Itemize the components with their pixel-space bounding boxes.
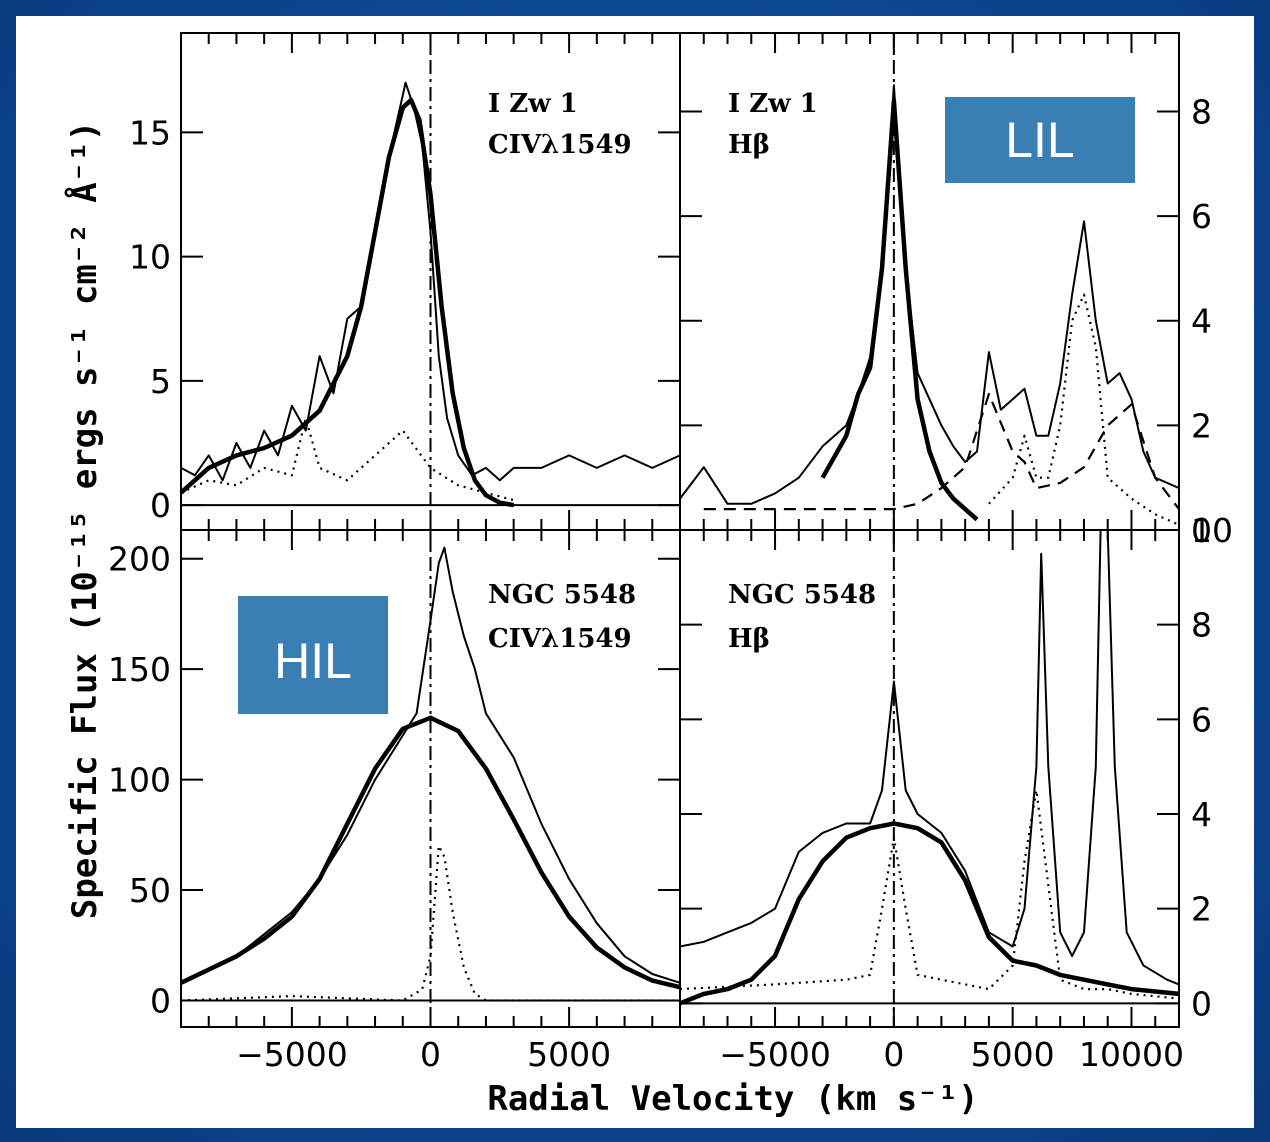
- panel-br-annotation-line2: Hβ: [728, 624, 770, 654]
- y-tick-label: 6: [1191, 197, 1212, 236]
- y-tick-label: 4: [1191, 302, 1212, 341]
- ticks-layer: [180, 33, 1180, 1027]
- lil-label: LIL: [1005, 112, 1075, 168]
- y-tick-label: 10: [129, 238, 171, 277]
- panel-tl-annotation-line2: CIVλ1549: [488, 130, 632, 160]
- y-tick-label: 0: [1191, 511, 1212, 550]
- y-tick-label: 0: [150, 981, 171, 1020]
- y-tick-label: 8: [1191, 606, 1212, 645]
- series-thin-line: [180, 546, 681, 984]
- series-thick-line: [179, 97, 515, 508]
- series-thick-line: [180, 715, 681, 990]
- y-tick-label: 2: [1191, 406, 1212, 445]
- series-thick-line: [820, 98, 979, 522]
- series-dotted-line: [180, 844, 680, 1002]
- series-dotted-line: [180, 417, 514, 502]
- x-tick-label: −5000: [719, 1035, 831, 1074]
- x-tick-label: 0: [420, 1035, 441, 1074]
- y-tick-label: 8: [1191, 92, 1212, 131]
- hil-label: HIL: [274, 633, 352, 689]
- x-tick-label: 5000: [971, 1035, 1055, 1074]
- y-tick-label: 6: [1191, 700, 1212, 739]
- panel-bl-annotation-line2: CIVλ1549: [488, 624, 632, 654]
- lil-label-box: [945, 97, 1135, 183]
- figure-panel: [16, 16, 1254, 1128]
- y-tick-label: 0: [150, 486, 171, 525]
- y-tick-label: 5: [150, 362, 171, 401]
- hil-label-box: [238, 596, 388, 714]
- series-thin-line: [679, 84, 1180, 505]
- x-tick-label: −5000: [236, 1035, 348, 1074]
- x-axis-title: Radial Velocity (km s⁻¹): [487, 1079, 978, 1119]
- y-tick-label: 50: [129, 871, 171, 910]
- reference-lines-layer: [181, 33, 1179, 1027]
- x-tick-label: 0: [883, 1035, 904, 1074]
- series-dotted-line: [988, 293, 1180, 526]
- y-tick-label: 200: [108, 540, 171, 579]
- panel-bl-annotation-line1: NGC 5548: [488, 580, 636, 610]
- series-layer: [179, 81, 1180, 1006]
- panel-tr-annotation-line2: Hβ: [728, 130, 770, 160]
- panel-tl-annotation-line1: I Zw 1: [488, 89, 578, 119]
- series-thick-line: [679, 821, 1180, 1006]
- panel-tr-annotation-line1: I Zw 1: [728, 89, 818, 119]
- y-tick-label: 150: [108, 650, 171, 689]
- y-tick-label: 15: [129, 113, 171, 152]
- series-dashed-line: [703, 392, 1180, 511]
- x-tick-label: 5000: [527, 1035, 611, 1074]
- y-axis-title: Specific Flux (10⁻¹⁵ ergs s⁻¹ cm⁻² Å⁻¹): [64, 121, 105, 919]
- y-tick-label: 10: [1191, 511, 1233, 550]
- panel-br-annotation-line1: NGC 5548: [728, 580, 876, 610]
- y-tick-label: 2: [1191, 890, 1212, 929]
- y-tick-label: 0: [1191, 984, 1212, 1023]
- x-tick-label: 10000: [1079, 1035, 1184, 1074]
- y-tick-label: 4: [1191, 795, 1212, 834]
- series-dotted-line: [679, 789, 1180, 1000]
- y-tick-label: 100: [108, 761, 171, 800]
